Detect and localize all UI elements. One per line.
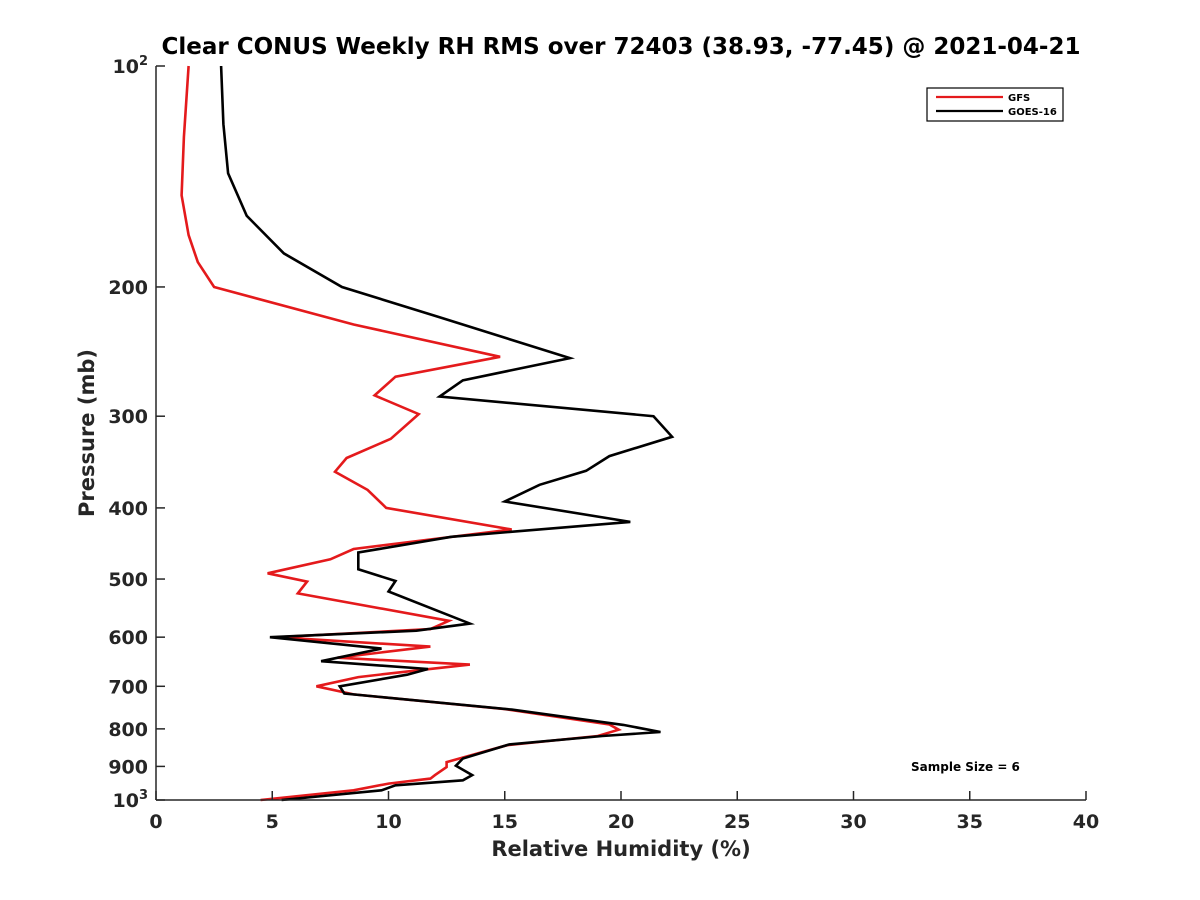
y-tick-label: 102 — [113, 54, 149, 78]
x-tick-label: 20 — [608, 811, 634, 833]
x-tick-label: 15 — [492, 811, 518, 833]
y-tick-label: 200 — [108, 277, 148, 299]
x-tick-label: 40 — [1073, 811, 1099, 833]
y-tick-label: 800 — [108, 719, 148, 741]
x-tick-label: 10 — [375, 811, 401, 833]
series-line-goes16 — [219, 65, 675, 802]
x-axis-label: Relative Humidity (%) — [491, 837, 750, 861]
y-tick-label: 600 — [108, 627, 148, 649]
x-tick-label: 35 — [957, 811, 983, 833]
y-axis-label: Pressure (mb) — [75, 349, 99, 517]
y-tick-label: 700 — [108, 676, 148, 698]
x-tick-label: 30 — [840, 811, 866, 833]
y-tick-label: 103 — [113, 788, 149, 812]
series-layer — [180, 65, 675, 802]
legend-label-goes16: GOES-16 — [1008, 107, 1057, 118]
y-tick-label: 500 — [108, 569, 148, 591]
y-tick-label: 900 — [108, 756, 148, 778]
sample-size-annotation: Sample Size = 6 — [911, 760, 1020, 774]
legend-label-gfs: GFS — [1008, 93, 1030, 104]
legend-box — [926, 87, 1064, 122]
x-tick-label: 25 — [724, 811, 750, 833]
y-tick-label: 400 — [108, 498, 148, 520]
y-tick-label: 300 — [108, 406, 148, 428]
x-tick-label: 0 — [149, 811, 162, 833]
x-tick-label: 5 — [266, 811, 279, 833]
legend: GFS GOES-16 — [926, 87, 1064, 122]
chart-title: Clear CONUS Weekly RH RMS over 72403 (38… — [162, 34, 1081, 60]
